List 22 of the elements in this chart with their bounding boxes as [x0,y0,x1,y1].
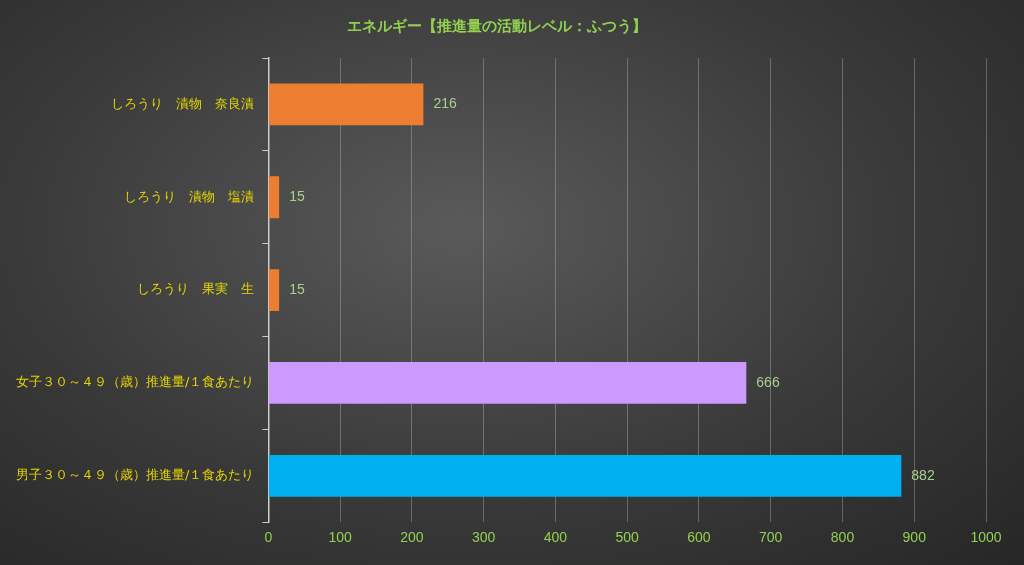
x-tick-label: 1000 [970,529,1002,546]
x-tick-label: 300 [471,529,496,546]
y-tick-label: しろうり 果実 生 [137,281,255,297]
x-tick-label: 200 [400,529,424,546]
y-tick-label: 女子３０～４９（歳）推進量/１食あたり [15,374,255,390]
chart-title: エネルギー【推進量の活動レベル：ふつう】 [347,16,647,35]
data-label: 666 [756,373,780,390]
y-tick-label: しろうり 漬物 塩漬 [124,188,255,204]
x-tick-label: 100 [328,529,353,546]
x-tick-label: 600 [687,529,711,546]
y-tick-label: 男子３０～４９（歳）推進量/１食あたり [15,467,255,483]
x-tick-label: 400 [543,529,568,546]
data-label: 882 [911,466,935,483]
data-label: 15 [289,188,305,205]
x-tick-label: 500 [615,529,640,546]
y-tick-label: しろうり 漬物 奈良漬 [111,95,255,111]
data-label: 216 [433,95,457,112]
x-tick-label: 800 [830,529,855,546]
x-tick-label: 0 [264,529,273,546]
data-label: 15 [289,280,305,297]
x-tick-label: 700 [759,529,783,546]
x-tick-label: 900 [902,529,927,546]
